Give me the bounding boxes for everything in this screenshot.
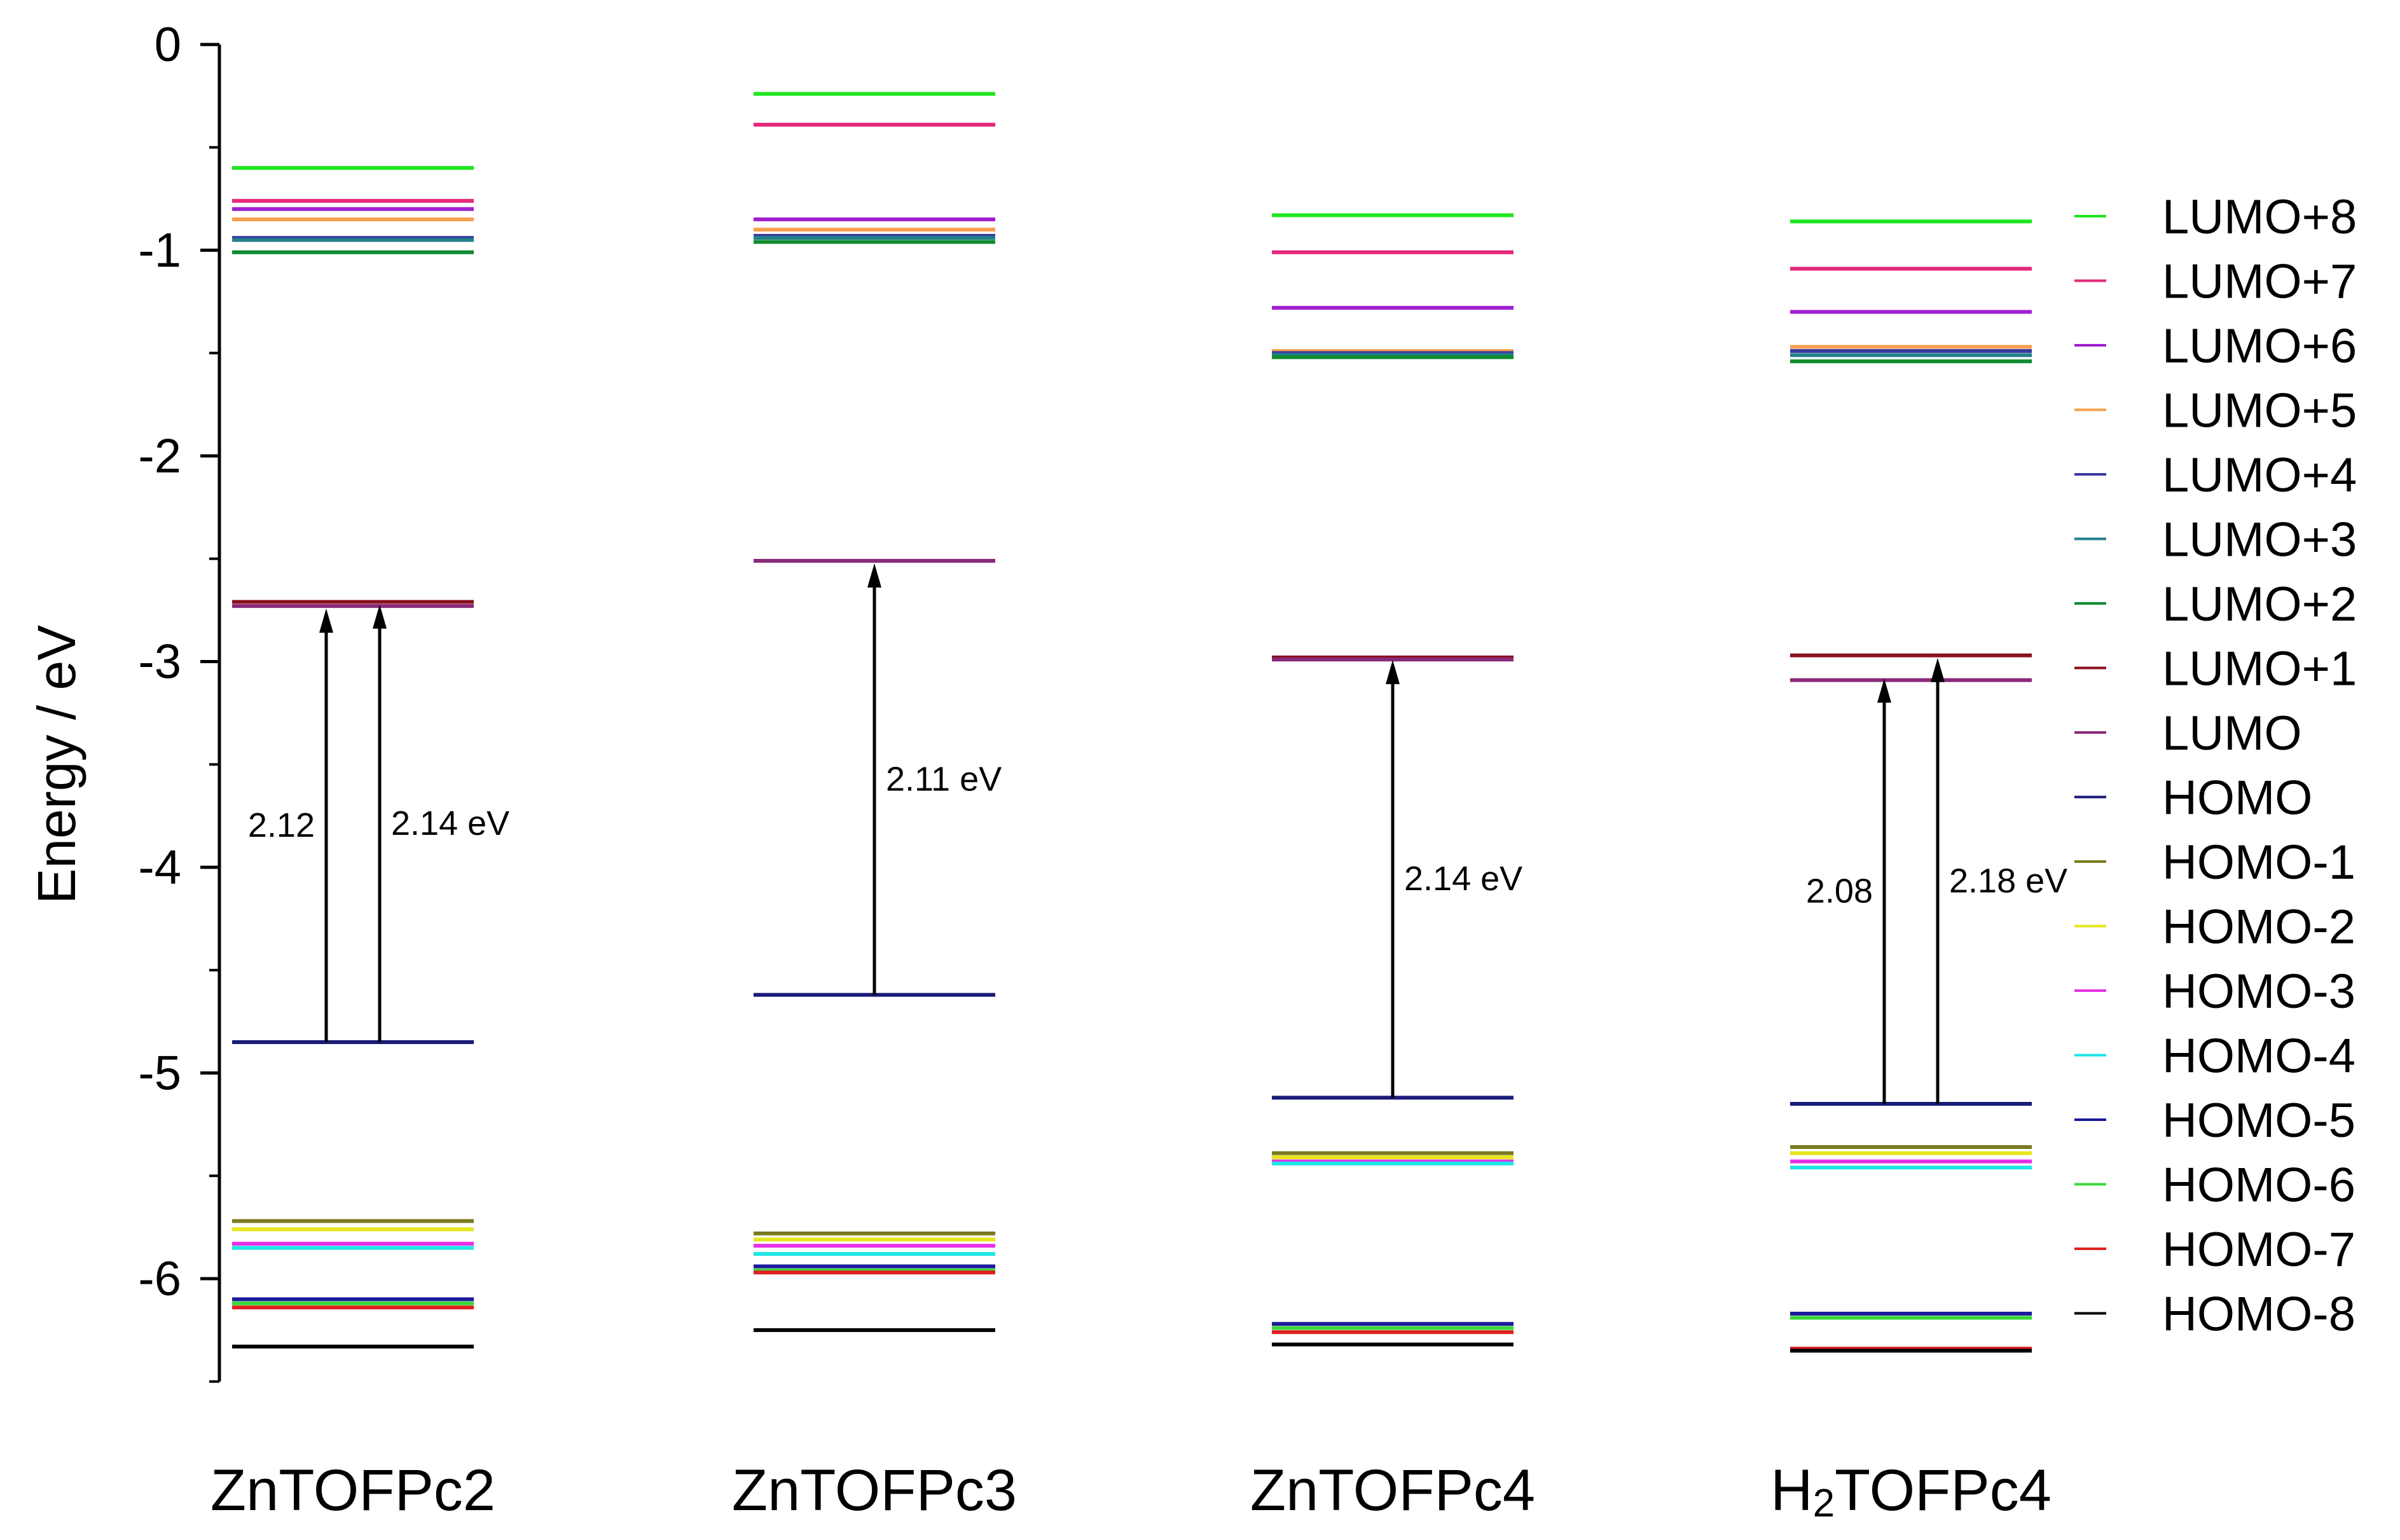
category-label: ZnTOFPc3 [732, 1458, 1017, 1523]
arrow-head [867, 563, 881, 588]
arrow-head [319, 608, 333, 633]
y-tick-label: -4 [138, 841, 181, 895]
y-axis: 0 -1 -2 -3 -4 -5 -6 Energy / eV [27, 18, 221, 1383]
arrow-head [1386, 660, 1400, 685]
legend-label: HOMO-7 [2162, 1223, 2355, 1277]
category-labels: ZnTOFPc2 ZnTOFPc3 ZnTOFPc4 H2TOFPc4 [210, 1458, 2052, 1525]
transition-label: 2.11 eV [886, 760, 1002, 798]
y-tick-label: -2 [138, 429, 181, 483]
legend-label: HOMO [2162, 771, 2312, 825]
y-tick-label: -1 [138, 224, 181, 278]
legend-label: HOMO-4 [2162, 1029, 2355, 1083]
y-tick-label: 0 [155, 18, 181, 72]
legend-label: HOMO-1 [2162, 835, 2355, 890]
category-label: ZnTOFPc4 [1250, 1458, 1535, 1523]
legend-label: LUMO+3 [2162, 513, 2357, 567]
legend: LUMO+8 LUMO+7 LUMO+6 LUMO+5 LUMO+4 LUMO+3 LUMO… [2074, 190, 2357, 1342]
legend-label: HOMO-2 [2162, 900, 2355, 954]
transition-label: 2.12 [248, 806, 315, 844]
legend-label: HOMO-8 [2162, 1288, 2355, 1342]
legend-label: LUMO+2 [2162, 577, 2357, 631]
arrow-head [373, 604, 387, 629]
transition-label: 2.08 [1806, 872, 1873, 911]
arrow-head [1931, 657, 1945, 682]
legend-label: HOMO-6 [2162, 1158, 2355, 1213]
category-label: ZnTOFPc2 [210, 1458, 495, 1523]
y-tick-label: -6 [138, 1252, 181, 1306]
legend-label: LUMO [2162, 706, 2302, 760]
legend-label: LUMO+6 [2162, 319, 2357, 373]
legend-label: LUMO+8 [2162, 190, 2357, 244]
legend-label: LUMO+7 [2162, 255, 2357, 309]
legend-label: LUMO+5 [2162, 384, 2357, 438]
transition-label: 2.14 eV [391, 804, 509, 842]
y-axis-title: Energy / eV [27, 625, 86, 904]
legend-label: LUMO+4 [2162, 448, 2357, 502]
y-tick-label: -3 [138, 635, 181, 689]
arrow-head [1877, 678, 1891, 703]
legend-label: LUMO+1 [2162, 642, 2357, 696]
energy-levels [232, 92, 2032, 1353]
legend-label: HOMO-5 [2162, 1094, 2355, 1148]
legend-label: HOMO-3 [2162, 965, 2355, 1019]
category-label: H2TOFPc4 [1770, 1458, 2052, 1525]
transition-arrows: 2.12 2.14 eV 2.11 eV 2.14 eV 2.08 2.18 eV [248, 563, 2067, 1104]
transition-label: 2.14 eV [1404, 860, 1522, 898]
transition-label: 2.18 eV [1949, 862, 2067, 900]
y-tick-label: -5 [138, 1047, 181, 1101]
